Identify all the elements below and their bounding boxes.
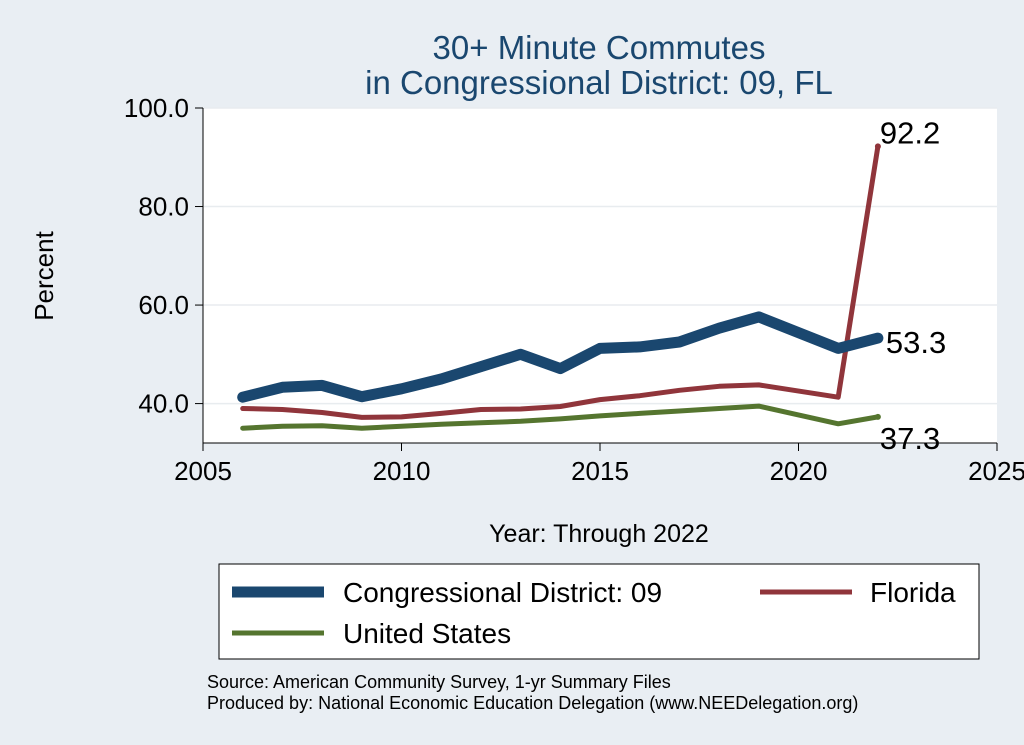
series-point	[874, 335, 881, 342]
series-line-0	[237, 311, 884, 403]
x-tick-label: 2025	[968, 456, 1024, 486]
source-note: Source: American Community Survey, 1-yr …	[207, 672, 671, 692]
x-tick-label: 2020	[770, 456, 828, 486]
x-tick-label: 2010	[373, 456, 431, 486]
legend-box	[218, 563, 980, 660]
y-axis-label: Percent	[29, 230, 59, 320]
series-point	[874, 413, 881, 420]
data-label: 37.3	[880, 421, 940, 456]
series-line-1	[240, 143, 881, 420]
y-tick-label: 60.0	[138, 290, 189, 320]
y-tick-label: 40.0	[138, 389, 189, 419]
y-tick-label: 100.0	[124, 93, 189, 123]
source-note: Produced by: National Economic Education…	[207, 693, 858, 713]
legend-label: Congressional District: 09	[343, 577, 662, 608]
series-line-2	[240, 403, 881, 431]
x-axis-label: Year: Through 2022	[489, 520, 709, 548]
x-tick-label: 2015	[571, 456, 629, 486]
data-label: 92.2	[880, 115, 940, 150]
data-label: 53.3	[886, 325, 946, 360]
x-tick-label: 2005	[174, 456, 232, 486]
y-tick-label: 80.0	[138, 192, 189, 222]
legend-label: Florida	[870, 577, 956, 608]
series-point	[874, 143, 881, 150]
legend-label: United States	[343, 618, 511, 649]
chart-title: 30+ Minute Commutes	[433, 29, 766, 66]
chart-title: in Congressional District: 09, FL	[365, 64, 833, 101]
